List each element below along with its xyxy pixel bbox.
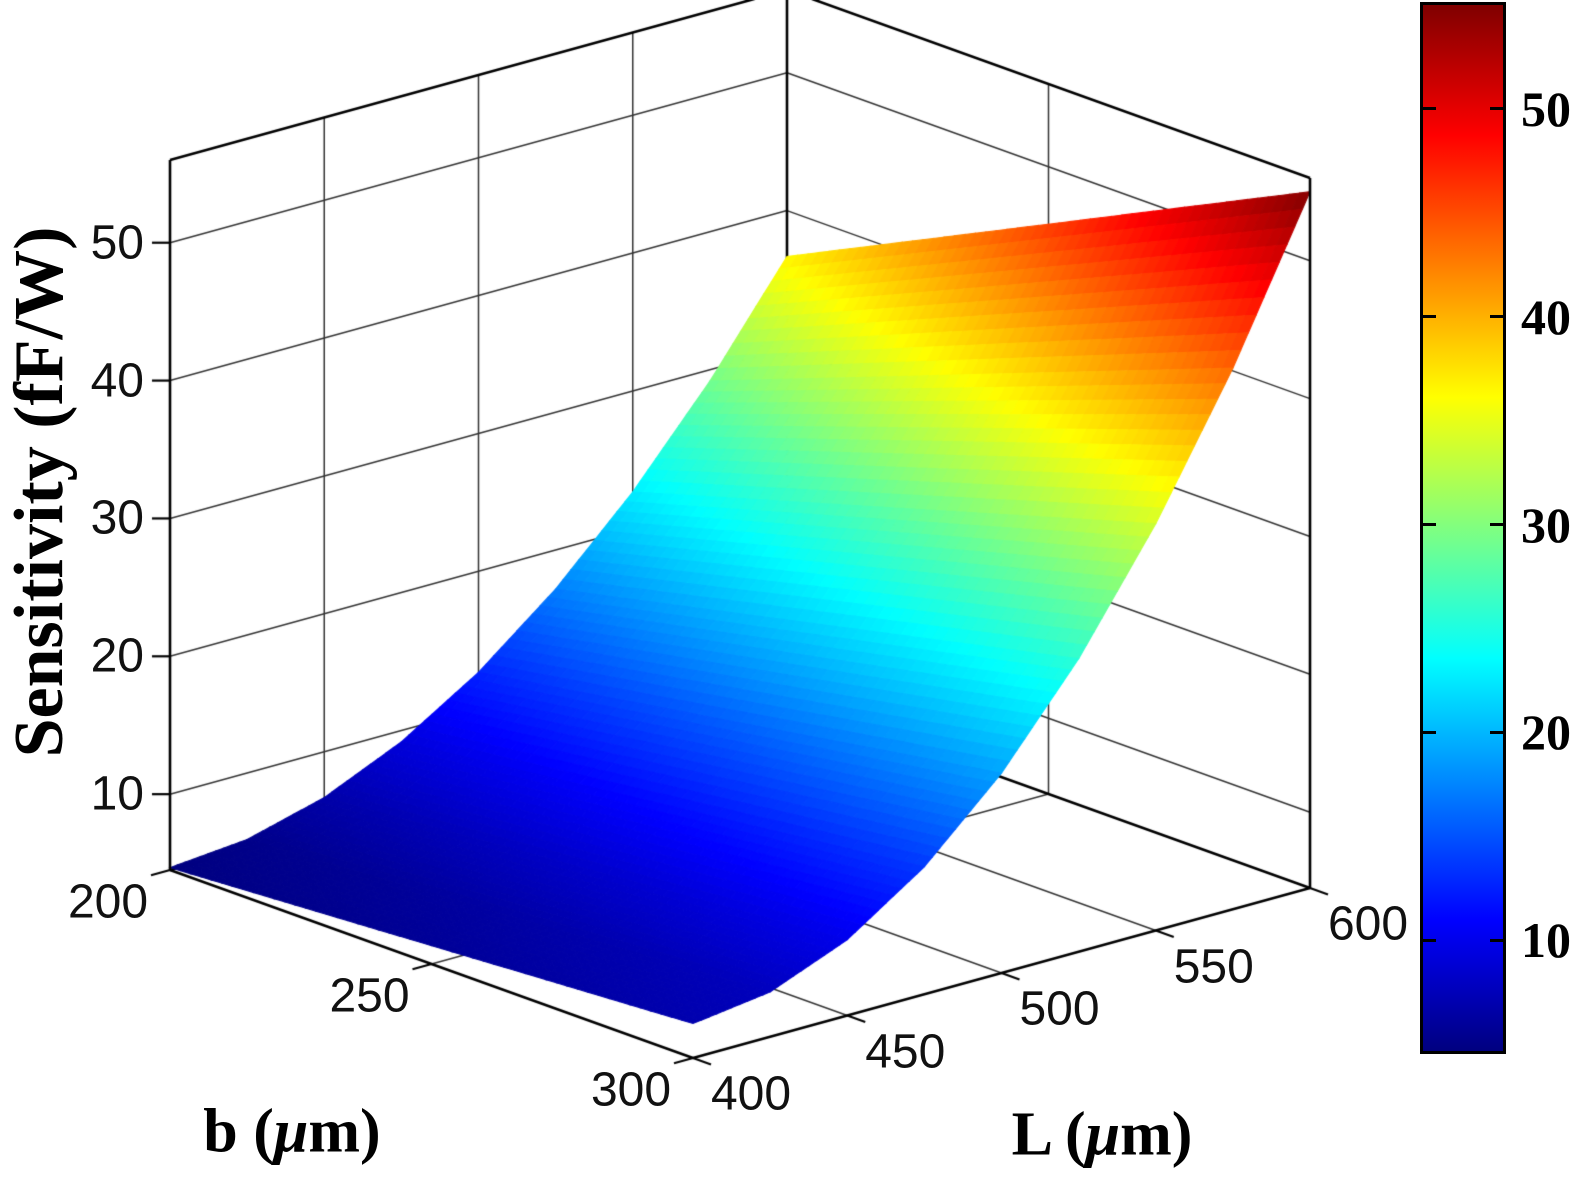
colorbar-tick-mark: [1423, 107, 1436, 111]
colorbar-tick-mark: [1423, 523, 1436, 527]
colorbar-tick-label: 20: [1521, 704, 1571, 761]
colorbar-tick-mark: [1423, 730, 1436, 734]
colorbar-tick-mark: [1490, 107, 1503, 111]
colorbar: 10 20 30 40 50: [1420, 2, 1571, 1054]
colorbar-tick-mark: [1490, 523, 1503, 527]
colorbar-tick-mark: [1423, 315, 1436, 319]
colorbar-tick-label: 10: [1521, 912, 1571, 969]
colorbar-tick-mark: [1490, 315, 1503, 319]
colorbar-tick-label: 50: [1521, 80, 1571, 137]
colorbar-tick-label: 30: [1521, 496, 1571, 553]
colorbar-tick-mark: [1423, 938, 1436, 942]
colorbar-gradient: [1423, 5, 1503, 1051]
colorbar-tick-mark: [1490, 730, 1503, 734]
colorbar-tick-mark: [1490, 938, 1503, 942]
colorbar-tick-label: 40: [1521, 288, 1571, 345]
